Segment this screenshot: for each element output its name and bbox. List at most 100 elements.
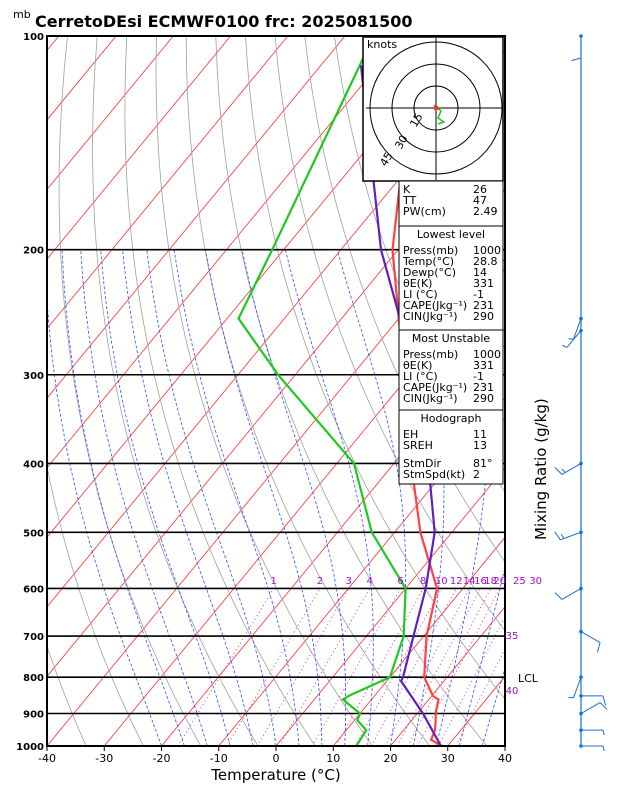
wind-barb-shaft <box>580 702 601 714</box>
panel-row-value: 331 <box>473 277 494 290</box>
x-tick-label: 20 <box>384 752 398 765</box>
panel-row-label: StmDir <box>403 457 442 470</box>
wind-barb-flag <box>602 695 607 706</box>
pressure-tick-label: 900 <box>23 710 44 721</box>
mixing-ratio-line <box>226 588 321 746</box>
dry-adiabat <box>601 36 618 746</box>
mixing-ratio-lines <box>177 588 505 746</box>
pressure-tick-label: 800 <box>23 673 44 684</box>
wind-barb-flag <box>599 702 608 710</box>
panel-row-value: 290 <box>473 392 494 405</box>
wind-barb-shaft <box>580 631 601 644</box>
wind-barb-flag <box>596 642 601 653</box>
mixing-ratio-label: 20 <box>493 576 506 587</box>
panel-row-label: LI (°C) <box>403 288 438 301</box>
indices-panels: K 26 TT 47 PW(cm) 2.49 Lowest level Press(mb) 10… <box>398 180 504 485</box>
axis-ticks: -40 -30 -20 -10 0 10 20 30 40 100 200 300 400 500 600 7… <box>16 32 512 765</box>
panel-row-value: 2.49 <box>473 205 498 218</box>
mixing-ratio-label: 35 <box>506 631 519 642</box>
panel-row-value: -1 <box>473 288 484 301</box>
mixing-ratio-label: 25 <box>513 576 526 587</box>
moist-adiabat <box>241 249 347 746</box>
panel-row-label: LI (°C) <box>403 370 438 383</box>
moist-adiabat <box>481 667 505 746</box>
pressure-tick-label: 600 <box>23 584 44 595</box>
panel-title: Most Unstable <box>412 332 491 345</box>
panel-row-label: K <box>403 183 411 196</box>
panel-row-value: 28.8 <box>473 255 498 268</box>
panel-row-value: 1000 <box>473 348 501 361</box>
pressure-tick-label: 400 <box>23 459 44 470</box>
isotherm-line <box>504 745 505 746</box>
mixing-ratio-label: 6 <box>397 576 403 587</box>
dry-adiabat <box>245 36 505 700</box>
indices-box <box>398 225 504 331</box>
panel-row-label: CAPE(Jkg⁻¹) <box>403 299 467 312</box>
mixing-ratio-line <box>370 588 457 746</box>
x-tick-label: 30 <box>441 752 455 765</box>
mixing-ratio-label: 40 <box>506 686 519 697</box>
dry-adiabat <box>92 36 259 746</box>
mixing-ratio-label: 3 <box>346 576 352 587</box>
panel-row-label: SREH <box>403 439 433 452</box>
wind-barb-flag <box>560 534 565 539</box>
pressure-tick-label: 200 <box>23 246 44 257</box>
mixing-ratio-label: 16 <box>474 576 487 587</box>
hodograph-ring-label: 30 <box>392 133 410 152</box>
isotherm-line <box>390 606 505 746</box>
panel-row-value: 231 <box>473 381 494 394</box>
hodograph: knots 15 30 45 <box>362 36 504 182</box>
wind-barb-flag <box>602 745 605 751</box>
mixing-ratio-line <box>407 588 492 746</box>
wind-barb-flag <box>561 468 566 473</box>
wind-barb-shaft <box>566 330 582 348</box>
isotherm-line <box>47 36 117 121</box>
right-axis-label: Mixing Ratio (g/kg) <box>532 398 550 540</box>
mixing-ratio-line <box>177 588 275 746</box>
mixing-ratio-label: 1 <box>270 576 276 587</box>
x-tick-label: 40 <box>498 752 512 765</box>
mixing-ratio-line <box>417 588 501 746</box>
dry-adiabat <box>47 464 144 746</box>
lcl-label: LCL <box>518 672 539 685</box>
mixing-ratio-label: 4 <box>367 576 373 587</box>
pressure-tick-label: 700 <box>23 632 44 643</box>
hodograph-units: knots <box>367 38 397 51</box>
panel-row-value: 13 <box>473 439 487 452</box>
mixing-ratio-label: 12 <box>450 576 463 587</box>
wind-barb-shaft <box>573 318 582 340</box>
isotherm-line <box>47 188 505 746</box>
isotherm-line <box>332 536 505 746</box>
mixing-ratio-label: 18 <box>484 576 497 587</box>
storm-motion-marker <box>433 105 439 111</box>
panel-row-value: -1 <box>473 370 484 383</box>
wind-barb-flag <box>554 467 563 475</box>
panel-row-value: 290 <box>473 310 494 323</box>
dry-adiabat <box>274 36 505 632</box>
mixing-ratio-line <box>437 615 505 746</box>
x-tick-label: -30 <box>95 752 113 765</box>
dry-adiabat <box>58 36 202 746</box>
mixing-ratio-line <box>256 588 350 746</box>
wind-barb-flag <box>602 730 605 736</box>
panel-title: Hodograph <box>421 412 482 425</box>
panel-row-value: 14 <box>473 266 487 279</box>
moist-adiabat <box>146 249 277 746</box>
wind-barb-flag <box>562 344 568 348</box>
wind-barb-flag <box>554 592 563 600</box>
mixing-ratio-label: 30 <box>529 576 542 587</box>
wind-barb-shaft <box>573 677 582 699</box>
panel-row-label: CIN(Jkg⁻¹) <box>403 392 458 405</box>
hodograph-ring-label: 15 <box>407 111 425 130</box>
moist-adiabat <box>336 249 407 746</box>
wind-barb-shaft <box>561 588 582 600</box>
panel-row-value: 2 <box>473 468 480 481</box>
panel-row-label: Temp(°C) <box>402 255 454 268</box>
mixing-ratio-label: 14 <box>463 576 476 587</box>
x-tick-label: -10 <box>210 752 228 765</box>
panel-row-label: EH <box>403 428 418 441</box>
mixing-ratio-label: 2 <box>317 576 323 587</box>
isotherm-line <box>47 36 174 191</box>
pressure-unit-label: mb <box>13 8 31 21</box>
